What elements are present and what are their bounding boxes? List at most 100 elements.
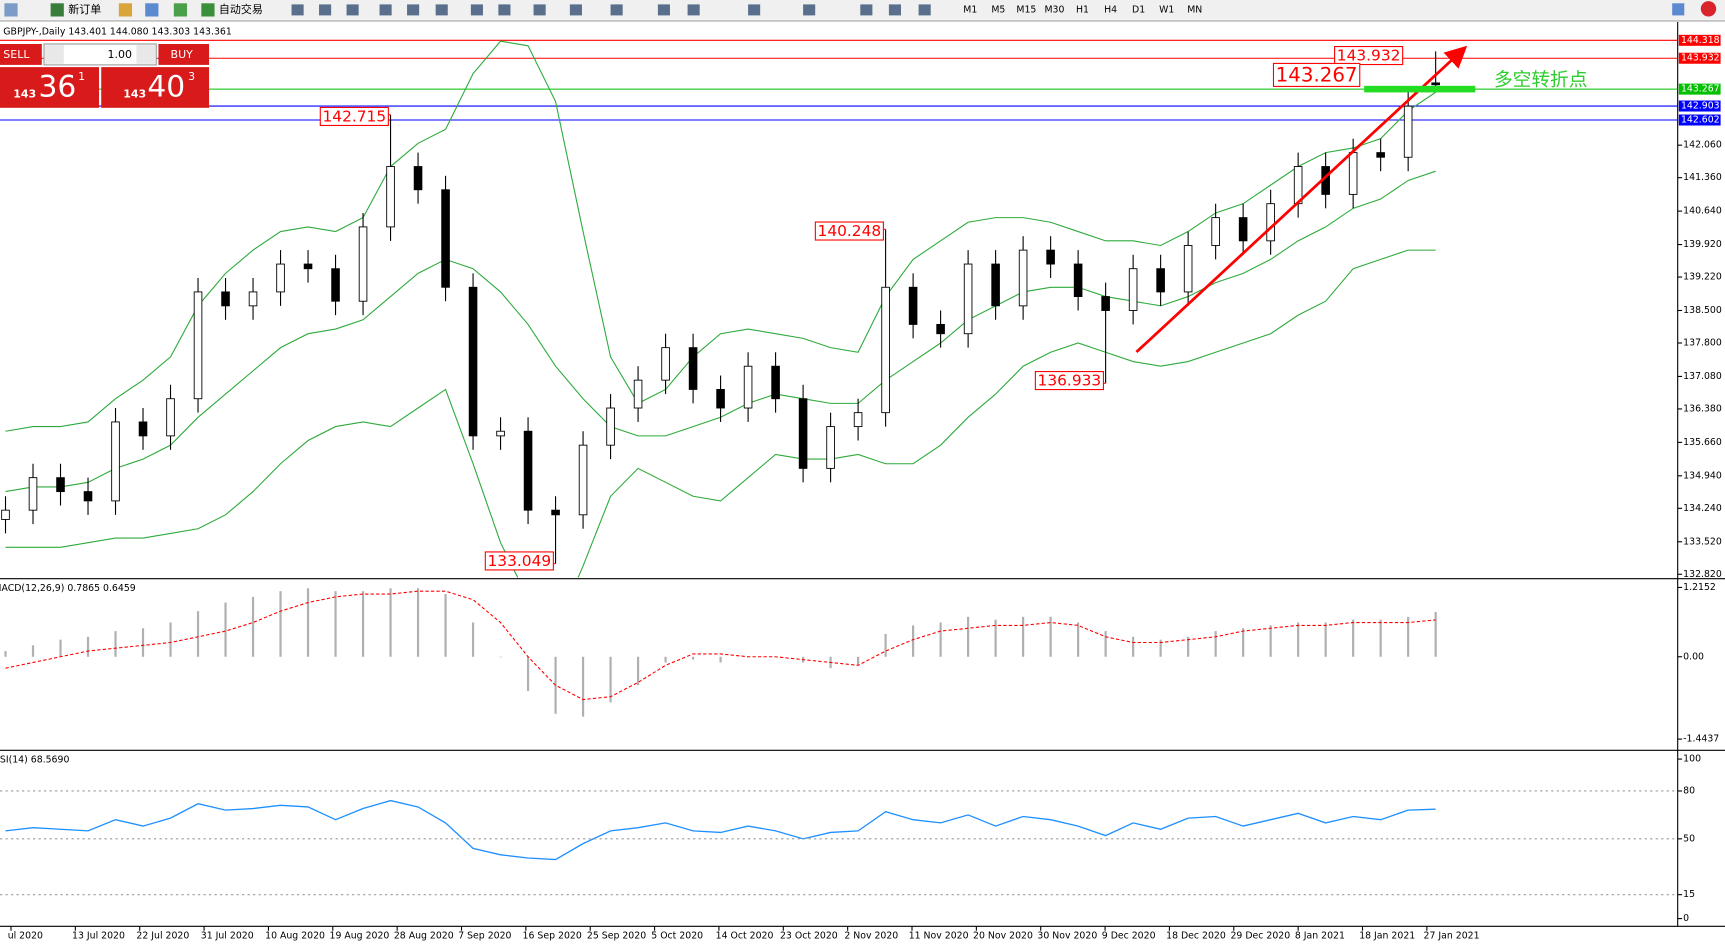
- x-tick-label: 8 Jan 2021: [1295, 931, 1345, 942]
- new-order-button[interactable]: 新订单: [68, 2, 101, 16]
- icon[interactable]: [4, 3, 18, 17]
- icon[interactable]: [379, 4, 392, 16]
- macd-bar: [499, 656, 502, 658]
- macd-bar: [526, 656, 530, 691]
- annotation-box: [1034, 371, 1104, 391]
- candle-body: [1348, 152, 1358, 195]
- icon[interactable]: [435, 4, 448, 16]
- icon[interactable]: [118, 3, 133, 17]
- notification-icon[interactable]: [1700, 1, 1717, 17]
- candle-body: [1376, 152, 1385, 158]
- timeframe-button[interactable]: H4: [1104, 4, 1117, 15]
- level-tag: [1678, 52, 1721, 64]
- candle-body: [963, 263, 973, 335]
- timeframe-button[interactable]: MN: [1187, 4, 1202, 15]
- macd-title: MACD(12,26,9) 0.7865 0.6459: [0, 583, 136, 594]
- timeframe-button[interactable]: M15: [1016, 4, 1036, 15]
- macd-bar: [1434, 611, 1437, 657]
- rsi-title: RSI(14) 68.5690: [0, 755, 69, 766]
- turning-point-bar: [1364, 85, 1476, 93]
- auto-trading-button[interactable]: 自动交易: [219, 2, 263, 16]
- icon[interactable]: [470, 4, 483, 16]
- lot-down[interactable]: [45, 45, 64, 64]
- candle-body: [1, 509, 10, 520]
- timeframe-button[interactable]: H1: [1076, 4, 1089, 15]
- icon[interactable]: [346, 4, 359, 16]
- y-tick-label: 133.520: [1683, 536, 1722, 547]
- icon[interactable]: [748, 4, 761, 16]
- y-tick-label: 100: [1683, 754, 1701, 765]
- y-tick-label: 50: [1683, 833, 1695, 844]
- candle-body: [303, 263, 313, 270]
- timeframe-button[interactable]: D1: [1132, 4, 1145, 15]
- trend-line: [1135, 45, 1468, 354]
- auto-trading-icon[interactable]: [201, 3, 215, 17]
- x-tick-label: 19 Aug 2020: [329, 931, 389, 942]
- candle-body: [138, 421, 148, 437]
- x-tick-label: ul 2020: [8, 931, 43, 942]
- lot-value[interactable]: 1.00: [108, 48, 133, 61]
- icon[interactable]: [569, 4, 582, 16]
- candle-body: [468, 286, 478, 437]
- timeframe-button[interactable]: M1: [963, 4, 977, 15]
- macd-bar: [279, 591, 282, 657]
- lot-input[interactable]: [43, 43, 157, 66]
- bollinger-middle: [5, 170, 1436, 493]
- buy-label[interactable]: BUY: [171, 48, 194, 61]
- search-icon[interactable]: [1672, 3, 1685, 16]
- buy-button[interactable]: [158, 44, 210, 65]
- level-label: 143.267: [1681, 84, 1720, 95]
- macd-bar: [471, 622, 475, 657]
- icon[interactable]: [918, 4, 931, 16]
- candle-body: [386, 166, 395, 228]
- icon[interactable]: [173, 3, 188, 17]
- macd-bar: [1104, 631, 1107, 657]
- level-label: 143.932: [1681, 53, 1720, 64]
- candle-body: [523, 430, 533, 511]
- icon[interactable]: [319, 4, 332, 16]
- annotation-label: 140.248: [818, 222, 882, 240]
- lot-up[interactable]: [136, 45, 156, 64]
- macd-bar: [636, 656, 640, 686]
- x-tick-label: 25 Sep 2020: [587, 931, 646, 942]
- icon[interactable]: [533, 4, 546, 16]
- icon[interactable]: [291, 4, 304, 16]
- candle-body: [441, 189, 450, 288]
- icon[interactable]: [888, 4, 902, 16]
- icon[interactable]: [498, 4, 511, 16]
- icon[interactable]: [657, 4, 670, 16]
- x-tick-label: 14 Oct 2020: [716, 931, 774, 942]
- macd-bar: [361, 591, 365, 657]
- sell-price-sup: 1: [78, 70, 85, 83]
- sell-button[interactable]: [0, 44, 42, 65]
- icon[interactable]: [803, 4, 816, 16]
- timeframe-button[interactable]: M5: [991, 4, 1005, 15]
- timeframe-button[interactable]: W1: [1159, 4, 1174, 15]
- level-label: 142.602: [1681, 115, 1720, 126]
- candle-body: [248, 291, 258, 307]
- macd-bar: [1159, 639, 1162, 657]
- candle-body: [661, 347, 670, 381]
- sell-price-button[interactable]: [0, 67, 100, 108]
- icon[interactable]: [860, 4, 873, 16]
- icon[interactable]: [687, 4, 700, 16]
- y-tick-label: 141.360: [1683, 172, 1722, 183]
- buy-price-button[interactable]: [101, 67, 210, 108]
- macd-bar: [939, 622, 942, 657]
- y-tick-label: 139.220: [1683, 272, 1722, 283]
- icon[interactable]: [610, 4, 623, 16]
- candle-body: [1156, 268, 1165, 293]
- icon[interactable]: [407, 4, 420, 16]
- candle-body: [578, 444, 588, 516]
- sell-label[interactable]: SELL: [3, 48, 30, 61]
- candle-body: [881, 286, 890, 414]
- macd-bar: [334, 591, 337, 657]
- icon[interactable]: [145, 3, 159, 17]
- annotation-label: 143.932: [1337, 47, 1401, 65]
- candle-body: [1403, 105, 1413, 158]
- timeframe-button[interactable]: M30: [1044, 4, 1064, 15]
- macd-bar: [196, 611, 200, 657]
- new-order-icon[interactable]: [50, 3, 64, 17]
- x-tick-label: 10 Aug 2020: [265, 931, 325, 942]
